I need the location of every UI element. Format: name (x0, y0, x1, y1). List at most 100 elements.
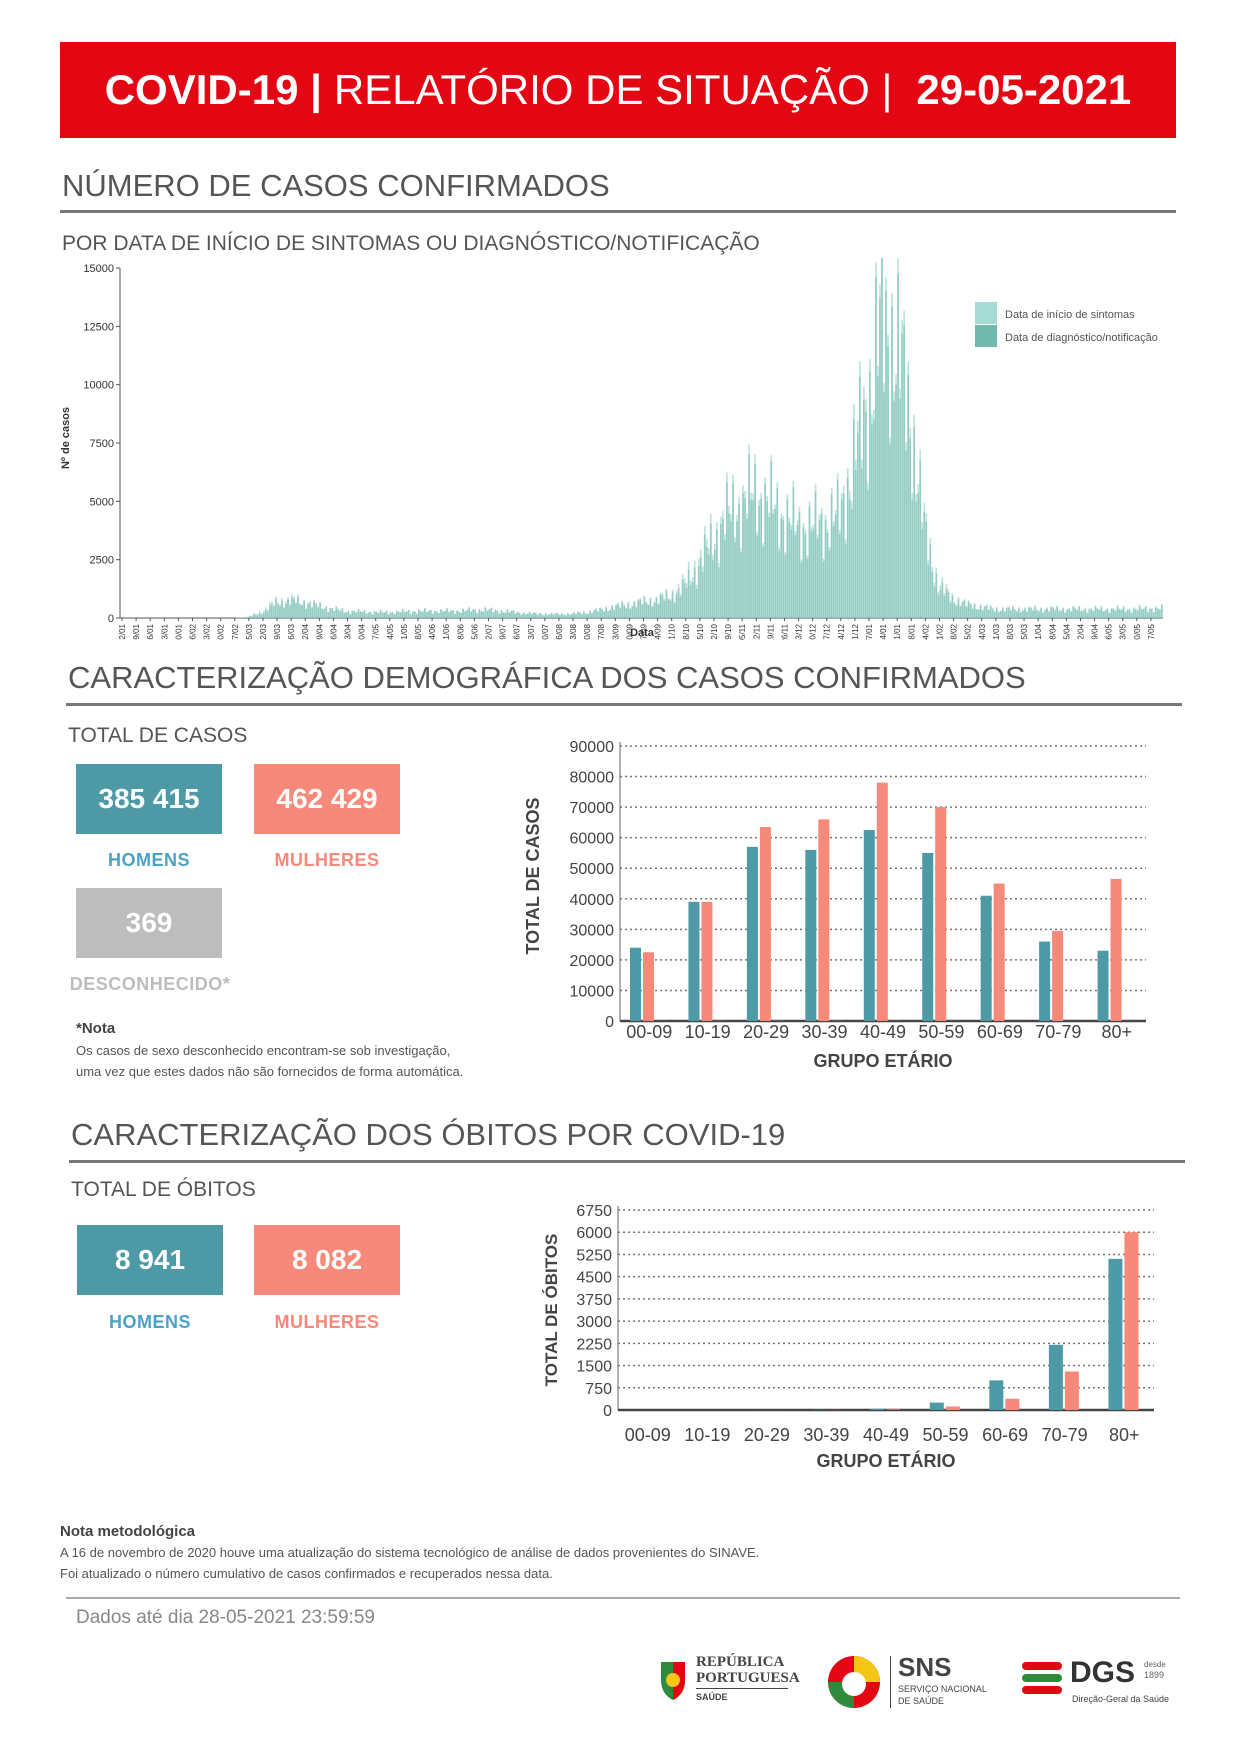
epi-bar-diagnosis (1150, 609, 1153, 618)
epi-bar-diagnosis (1034, 606, 1036, 618)
epi-bar-diagnosis (786, 499, 789, 618)
epi-bar-diagnosis (403, 612, 406, 618)
rp-divider (696, 1688, 788, 1689)
epi-bar-diagnosis (1104, 610, 1107, 618)
demographics-section-rule (66, 703, 1182, 706)
epi-bar-diagnosis (947, 592, 950, 618)
epi-bar-diagnosis (415, 613, 418, 618)
deaths-y-tick-label: 3750 (576, 1292, 612, 1309)
epi-bar-diagnosis (420, 611, 422, 618)
epi-y-tick-label: 12500 (83, 321, 114, 333)
epi-bar-diagnosis (432, 613, 434, 618)
epi-y-axis: 0 2500 5000 7500 10000 12500 15000 (83, 263, 1163, 625)
epi-bar-diagnosis (971, 609, 974, 618)
epi-bar-diagnosis (961, 602, 964, 618)
epi-bar-diagnosis (498, 613, 501, 618)
epi-bar-diagnosis (1028, 607, 1030, 618)
epi-bar-diagnosis (426, 612, 428, 618)
epi-bar-diagnosis (293, 599, 295, 618)
epi-bar-diagnosis (931, 571, 934, 618)
epi-x-tick-label: 23/07 (527, 623, 536, 640)
epi-bar-diagnosis (901, 333, 903, 618)
epi-bar-diagnosis (770, 461, 773, 618)
epi-bar-diagnosis (351, 611, 354, 618)
epi-bar-diagnosis (905, 450, 907, 618)
epi-bar-diagnosis (436, 611, 438, 618)
epi-x-tick-label: 30/07 (541, 623, 550, 640)
epi-bar-diagnosis (520, 614, 523, 618)
epi-bar-diagnosis (647, 605, 650, 618)
epi-bar-diagnosis (637, 600, 640, 618)
epi-bar-diagnosis (474, 609, 477, 618)
epi-bar-diagnosis (615, 605, 618, 618)
epi-bar-diagnosis (1062, 608, 1065, 618)
epi-bar-diagnosis (1144, 607, 1147, 618)
epi-legend: Data de início de sintomas Data de diagn… (975, 302, 1158, 347)
epi-bar-diagnosis (885, 290, 887, 618)
epi-bar-diagnosis (736, 521, 738, 618)
epi-bar-diagnosis (279, 606, 281, 618)
epi-bar-diagnosis (649, 598, 652, 618)
epi-x-tick-label: 04/06 (428, 623, 437, 640)
epi-bar-diagnosis (440, 609, 442, 618)
epi-bar-diagnosis (371, 614, 374, 618)
epi-bar-diagnosis (790, 529, 793, 618)
epi-bar-diagnosis (355, 612, 358, 618)
legend-swatch-diagnosis (975, 325, 997, 347)
epi-bar-diagnosis (1016, 611, 1018, 618)
cases-x-tick-label: 80+ (1102, 1022, 1133, 1042)
cases-bar-mulheres (701, 901, 713, 1021)
epi-bar-diagnosis (631, 606, 634, 618)
epi-x-tick-label: 09/04 (315, 623, 324, 640)
epi-x-tick-label: 15/04 (1062, 623, 1071, 640)
epi-bar-diagnosis (283, 608, 285, 618)
epi-bar-diagnosis (418, 609, 420, 618)
epi-bar-diagnosis (510, 611, 513, 618)
epi-x-axis: 02/01 09/01 16/01 23/01 30/01 06/02 13/02 20/02… (118, 618, 1156, 640)
epi-bar-diagnosis (794, 535, 797, 618)
epi-bar-diagnosis (607, 611, 609, 618)
epi-bar-diagnosis (271, 604, 273, 618)
epi-bar-diagnosis (323, 609, 326, 618)
epi-bar-diagnosis (401, 609, 404, 618)
epi-x-tick-label: 05/11 (738, 623, 747, 640)
epi-bar-diagnosis (963, 600, 966, 618)
epi-bar-diagnosis (707, 554, 710, 618)
epi-bar-diagnosis (542, 615, 545, 618)
cases-y-tick-label: 50000 (570, 861, 615, 878)
epi-x-tick-label: 03/12 (795, 623, 804, 640)
epi-bar-diagnosis (681, 579, 684, 618)
epi-bar-diagnosis (718, 567, 720, 618)
header-covid: COVID-19 | (104, 66, 322, 113)
header-date: 29-05-2021 (916, 66, 1132, 113)
unknown-note-line2: uma vez que estes dados não são fornecid… (76, 1064, 464, 1079)
epi-bar-diagnosis (1106, 609, 1109, 618)
epi-y-tick-label: 15000 (83, 263, 114, 275)
epi-bar-diagnosis (321, 609, 324, 618)
epi-bar-diagnosis (500, 610, 503, 618)
epi-bar-diagnosis (887, 346, 889, 618)
epi-bar-diagnosis (635, 607, 638, 618)
demographics-section-title: CARACTERIZAÇÃO DEMOGRÁFICA DOS CASOS CON… (68, 660, 1026, 695)
epi-bar-diagnosis (852, 419, 855, 618)
epi-x-tick-label: 17/12 (823, 623, 832, 640)
epi-bar-diagnosis (583, 611, 585, 618)
epi-bar-diagnosis (331, 608, 334, 618)
epi-bar-diagnosis (297, 596, 299, 618)
deaths-x-tick-label: 10-19 (684, 1425, 730, 1445)
epi-bar-diagnosis (808, 506, 811, 618)
epi-bar-diagnosis (800, 562, 803, 618)
epi-bar-diagnosis (494, 609, 497, 618)
epi-bar-diagnosis (1046, 608, 1048, 618)
epi-bar-diagnosis (285, 603, 287, 618)
epi-bar-diagnosis (613, 610, 616, 618)
epi-bar-diagnosis (999, 611, 1002, 618)
epi-bar-diagnosis (277, 604, 279, 618)
epi-bar-diagnosis (444, 611, 446, 618)
deaths-bar-homens (929, 1402, 944, 1410)
epi-bar-diagnosis (756, 535, 758, 618)
cases-bar-mulheres (1110, 878, 1122, 1021)
epi-bar-diagnosis (454, 613, 456, 618)
epi-bar-diagnosis (724, 540, 726, 618)
epi-x-tick-label: 07/01 (865, 623, 874, 640)
